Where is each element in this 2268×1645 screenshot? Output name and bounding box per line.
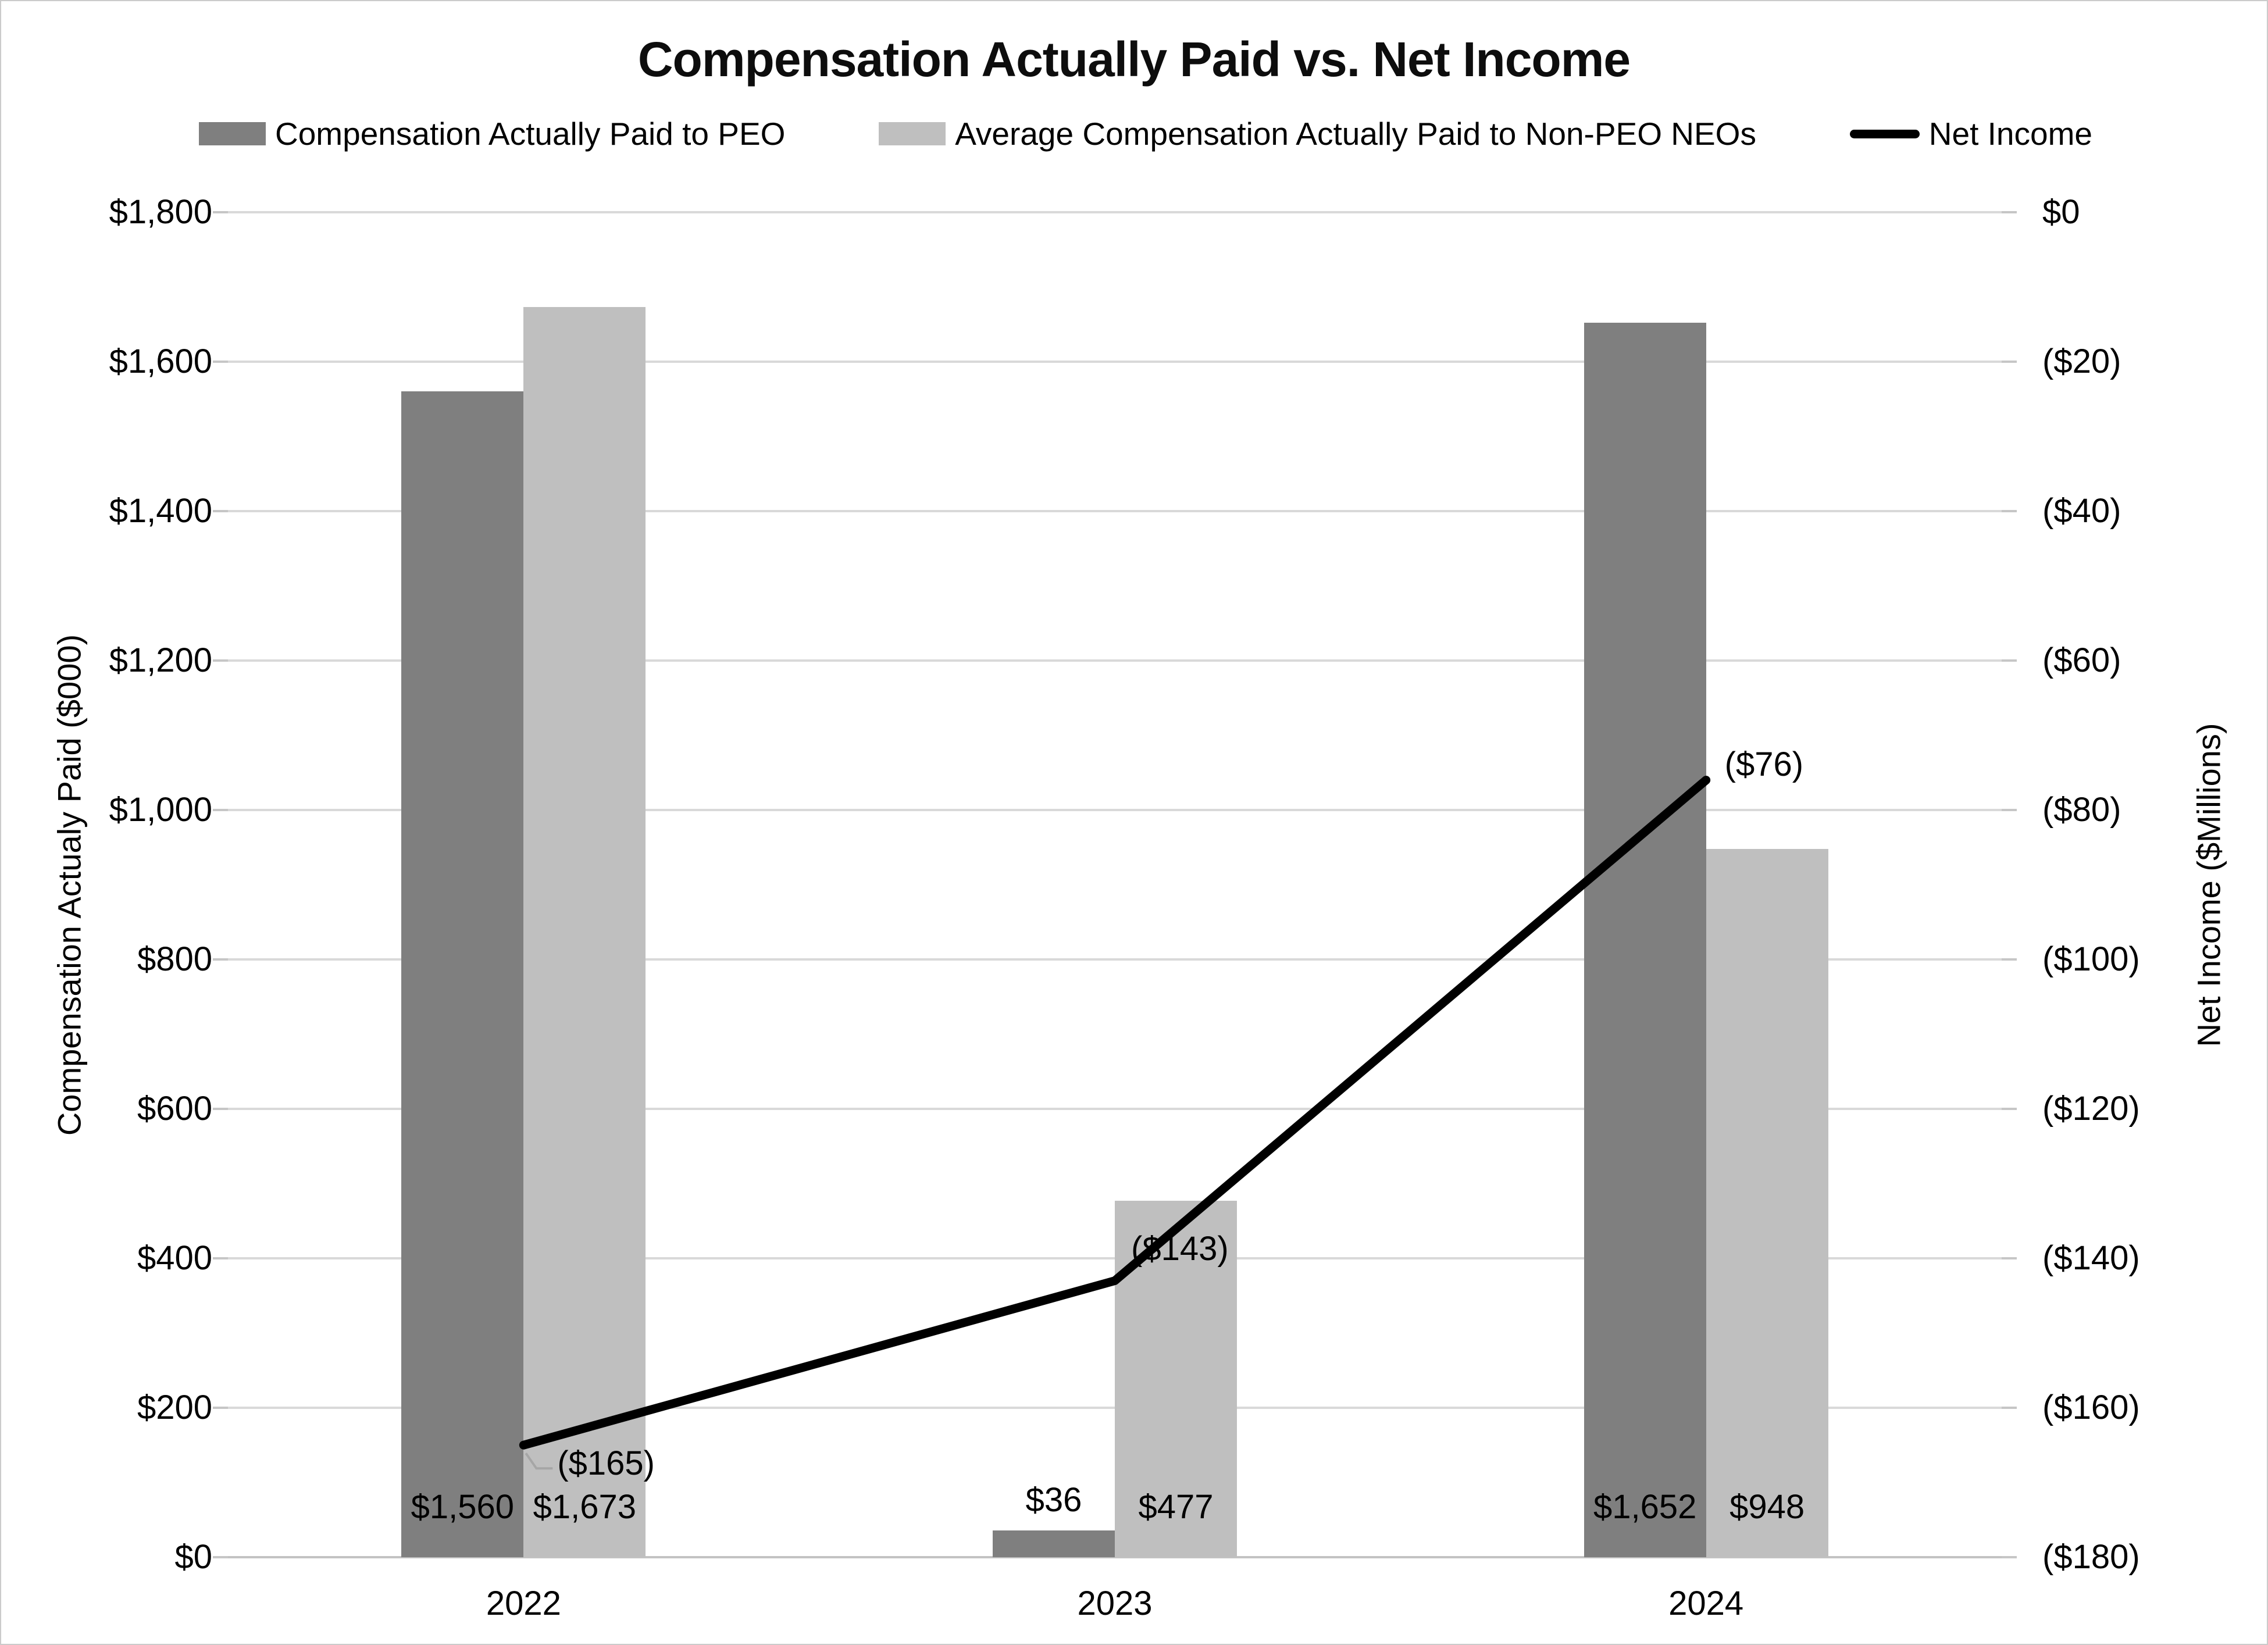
left-axis-tick [213,1556,228,1558]
line-data-label: ($143) [1131,1229,1229,1268]
gridline [228,1108,2002,1110]
legend-label-net-income: Net Income [1928,116,2092,152]
gridline [228,361,2002,363]
gridline [228,510,2002,512]
y-left-tick-label: $600 [137,1090,212,1127]
gridline [228,211,2002,213]
line-data-label: ($165) [557,1444,655,1483]
y-left-tick-label: $1,800 [109,193,212,231]
y-left-tick-label: $1,200 [109,641,212,679]
net-income-line [519,776,1711,1450]
y-right-tick-label: ($80) [2042,791,2121,829]
legend-label-non-peo: Average Compensation Actually Paid to No… [955,116,1756,152]
bar-peo-2024 [1584,323,1706,1557]
y-right-tick-label: ($100) [2042,940,2140,978]
left-axis-title: Compensation Actualy Paid ($000) [51,634,88,1136]
right-axis-tick [2002,1556,2017,1558]
y-left-tick-label: $1,600 [109,342,212,380]
non-peo-bar-swatch [879,122,946,145]
y-right-tick-label: ($60) [2042,641,2121,679]
chart-title: Compensation Actually Paid vs. Net Incom… [637,32,1631,87]
legend-item-peo: Compensation Actually Paid to PEO [199,115,785,152]
right-axis-tick [2002,1407,2017,1409]
left-axis-tick [213,1257,228,1259]
y-left-tick-label: $200 [137,1389,212,1426]
left-axis-tick [213,958,228,961]
left-axis-tick [213,510,228,512]
bar-non-peo-2024 [1706,849,1828,1557]
x-axis-label: 2024 [1668,1585,1744,1622]
bar-peo-2022 [401,391,524,1557]
y-right-tick-label: ($180) [2042,1538,2140,1576]
bar-peo-2023 [993,1530,1115,1557]
left-axis-tick [213,809,228,811]
left-axis-tick [213,211,228,213]
left-axis-tick [213,1108,228,1110]
y-left-tick-label: $0 [174,1538,212,1576]
net-income-line-swatch [1849,129,1920,138]
x-axis-label: 2023 [1077,1585,1153,1622]
y-right-tick-label: ($160) [2042,1389,2140,1426]
y-right-tick-label: ($20) [2042,342,2121,380]
y-right-tick-label: ($140) [2042,1239,2140,1277]
legend-label-peo: Compensation Actually Paid to PEO [275,116,786,152]
y-left-tick-label: $1,000 [109,791,212,829]
gridline [228,809,2002,811]
right-axis-tick [2002,659,2017,662]
right-axis-tick [2002,1257,2017,1259]
right-axis-tick [2002,211,2017,213]
gridline [228,659,2002,662]
plot-area: $1,800 $0 $1,600 ($20) $1,400 ($40) $1,200 ($60… [109,193,2140,1622]
right-axis-tick [2002,361,2017,363]
legend-item-net-income: Net Income [1849,115,2092,152]
bar-data-label: $1,560 [411,1488,515,1526]
y-right-tick-label: ($40) [2042,492,2121,530]
y-left-tick-label: $1,400 [109,492,212,530]
right-axis-tick [2002,1108,2017,1110]
left-axis-tick [213,1407,228,1409]
y-right-tick-label: ($120) [2042,1090,2140,1127]
right-axis-tick [2002,809,2017,811]
bar-data-label: $477 [1138,1488,1214,1526]
bar-data-label: $36 [1025,1481,1082,1519]
legend-item-non-peo: Average Compensation Actually Paid to No… [879,115,1756,152]
y-right-tick-label: $0 [2042,193,2080,231]
peo-bar-swatch [199,122,266,145]
legend: Compensation Actually Paid to PEO Averag… [199,115,2092,152]
bar-data-label: $1,673 [533,1488,637,1526]
x-axis-label: 2022 [486,1585,561,1622]
right-axis-tick [2002,510,2017,512]
y-left-tick-label: $800 [137,940,212,978]
left-axis-tick [213,659,228,662]
bar-non-peo-2022 [523,307,646,1557]
label-leader-line [525,1453,553,1470]
line-layer [519,776,1711,1470]
y-left-tick-label: $400 [137,1239,212,1277]
bar-data-label: $948 [1729,1488,1805,1526]
line-data-label: ($76) [1724,745,1804,783]
bar-data-label: $1,652 [1593,1488,1697,1526]
right-axis-tick [2002,958,2017,961]
gridline [228,958,2002,961]
left-axis-tick [213,361,228,363]
x-axis-baseline [228,1556,2002,1558]
right-axis-title: Net Income ($Millions) [2190,723,2227,1047]
